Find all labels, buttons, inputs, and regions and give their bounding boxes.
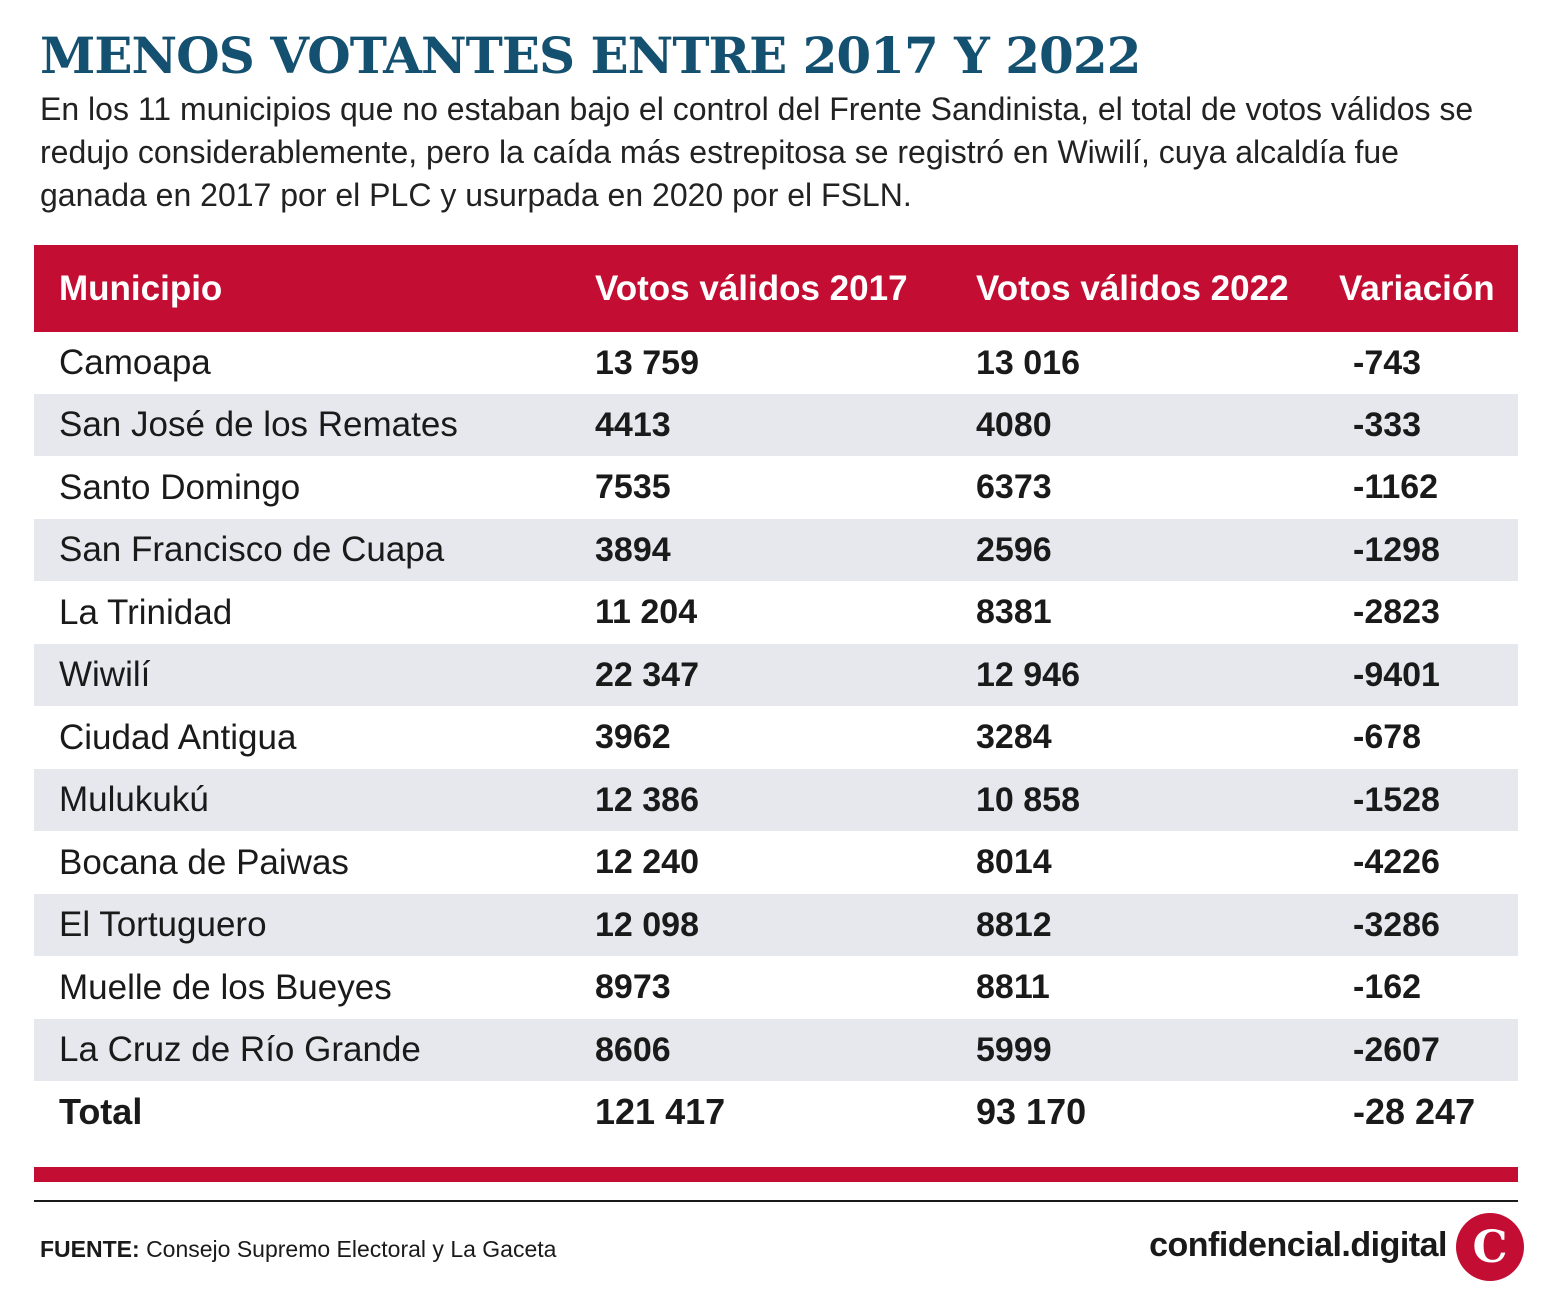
cell-variacion: -3286 [1353, 905, 1440, 944]
table-row: Wiwilí 22 347 12 946 -9401 [34, 644, 1518, 706]
total-label: Total [59, 1091, 143, 1132]
cell-variacion: -2607 [1353, 1030, 1440, 1069]
cell-votos-2022: 2596 [976, 530, 1052, 569]
cell-variacion: -678 [1353, 718, 1422, 756]
source-label: FUENTE: [40, 1236, 140, 1262]
table-row: El Tortuguero 12 098 8812 -3286 [34, 894, 1518, 956]
page-title: MENOS VOTANTES ENTRE 2017 Y 2022 [40, 26, 1141, 85]
cell-votos-2017: 8606 [595, 1030, 671, 1069]
cell-votos-2022: 8381 [976, 593, 1052, 631]
table-body: Camoapa 13 759 13 016 -743 San José de los R… [34, 332, 1518, 1081]
cell-municipio: Bocana de Paiwas [59, 842, 349, 882]
cell-votos-2017: 3962 [595, 718, 671, 756]
cell-municipio: La Trinidad [59, 592, 233, 632]
table-row: Santo Domingo 7535 6373 -1162 [34, 456, 1518, 519]
cell-municipio: La Cruz de Río Grande [59, 1030, 421, 1069]
table-row: Camoapa 13 759 13 016 -743 [34, 332, 1518, 394]
cell-votos-2022: 3284 [976, 718, 1052, 756]
cell-votos-2022: 8811 [976, 968, 1050, 1006]
total-2022: 93 170 [976, 1091, 1087, 1132]
cell-votos-2022: 4080 [976, 405, 1052, 444]
cell-votos-2022: 8812 [976, 905, 1052, 944]
total-2017: 121 417 [595, 1091, 726, 1132]
cell-variacion: -1528 [1353, 780, 1440, 819]
table-row: Muelle de los Bueyes 8973 8811 -162 [34, 956, 1518, 1019]
cell-variacion: -9401 [1353, 655, 1440, 694]
cell-votos-2017: 11 204 [595, 593, 698, 631]
header-variacion: Variación [1339, 268, 1495, 308]
cell-votos-2017: 13 759 [595, 343, 699, 382]
cell-municipio: Mulukukú [59, 780, 209, 819]
cell-votos-2017: 3894 [595, 530, 671, 569]
table-row: La Cruz de Río Grande 8606 5999 -2607 [34, 1019, 1518, 1081]
brand-name: confidencial.digital [1149, 1226, 1447, 1264]
cell-municipio: San José de los Remates [59, 405, 458, 444]
cell-variacion: -4226 [1353, 843, 1440, 881]
cell-municipio: Ciudad Antigua [59, 717, 297, 757]
table-header: Municipio Votos válidos 2017 Votos válid… [34, 245, 1518, 332]
cell-municipio: Camoapa [59, 343, 211, 382]
cell-votos-2017: 12 240 [595, 843, 699, 881]
header-votos-2022: Votos válidos 2022 [976, 268, 1289, 308]
header-votos-2017: Votos válidos 2017 [595, 268, 908, 308]
cell-variacion: -2823 [1353, 593, 1440, 631]
cell-municipio: Wiwilí [59, 655, 151, 694]
table-row: La Trinidad 11 204 8381 -2823 [34, 581, 1518, 644]
table-total-row: Total 121 417 93 170 -28 247 [34, 1081, 1518, 1143]
cell-votos-2017: 8973 [595, 968, 671, 1006]
cell-municipio: El Tortuguero [59, 905, 267, 944]
cell-votos-2022: 10 858 [976, 780, 1080, 819]
page-subtitle: En los 11 municipios que no estaban bajo… [40, 91, 1474, 213]
source-text: Consejo Supremo Electoral y La Gaceta [146, 1236, 557, 1262]
header-municipio: Municipio [59, 268, 223, 308]
votes-table: Municipio Votos válidos 2017 Votos válid… [34, 245, 1518, 1143]
cell-variacion: -1298 [1353, 530, 1440, 569]
cell-variacion: -743 [1353, 343, 1422, 382]
table-row: San José de los Remates 4413 4080 -333 [34, 394, 1518, 456]
confidencial-logo-icon: C [1456, 1213, 1524, 1281]
table-row: San Francisco de Cuapa 3894 2596 -1298 [34, 519, 1518, 581]
cell-variacion: -162 [1353, 968, 1422, 1006]
cell-votos-2022: 12 946 [976, 655, 1080, 694]
cell-variacion: -1162 [1353, 468, 1439, 506]
cell-municipio: San Francisco de Cuapa [59, 530, 445, 569]
cell-votos-2017: 4413 [595, 405, 671, 444]
cell-municipio: Santo Domingo [59, 467, 301, 507]
footer-divider [34, 1200, 1518, 1202]
cell-votos-2022: 6373 [976, 468, 1052, 506]
cell-variacion: -333 [1353, 405, 1422, 444]
total-variacion: -28 247 [1353, 1091, 1476, 1132]
table-row: Mulukukú 12 386 10 858 -1528 [34, 769, 1518, 831]
cell-votos-2017: 12 386 [595, 780, 699, 819]
source-credit: FUENTE: Consejo Supremo Electoral y La G… [40, 1236, 556, 1263]
cell-votos-2017: 7535 [595, 468, 671, 506]
bottom-red-bar [34, 1167, 1518, 1182]
cell-votos-2017: 22 347 [595, 655, 699, 694]
table-row: Ciudad Antigua 3962 3284 -678 [34, 706, 1518, 769]
cell-votos-2022: 13 016 [976, 343, 1080, 382]
cell-municipio: Muelle de los Bueyes [59, 967, 392, 1007]
cell-votos-2017: 12 098 [595, 905, 699, 944]
table-row: Bocana de Paiwas 12 240 8014 -4226 [34, 831, 1518, 894]
cell-votos-2022: 8014 [976, 843, 1052, 881]
logo-letter: C [1472, 1222, 1507, 1273]
cell-votos-2022: 5999 [976, 1030, 1052, 1069]
